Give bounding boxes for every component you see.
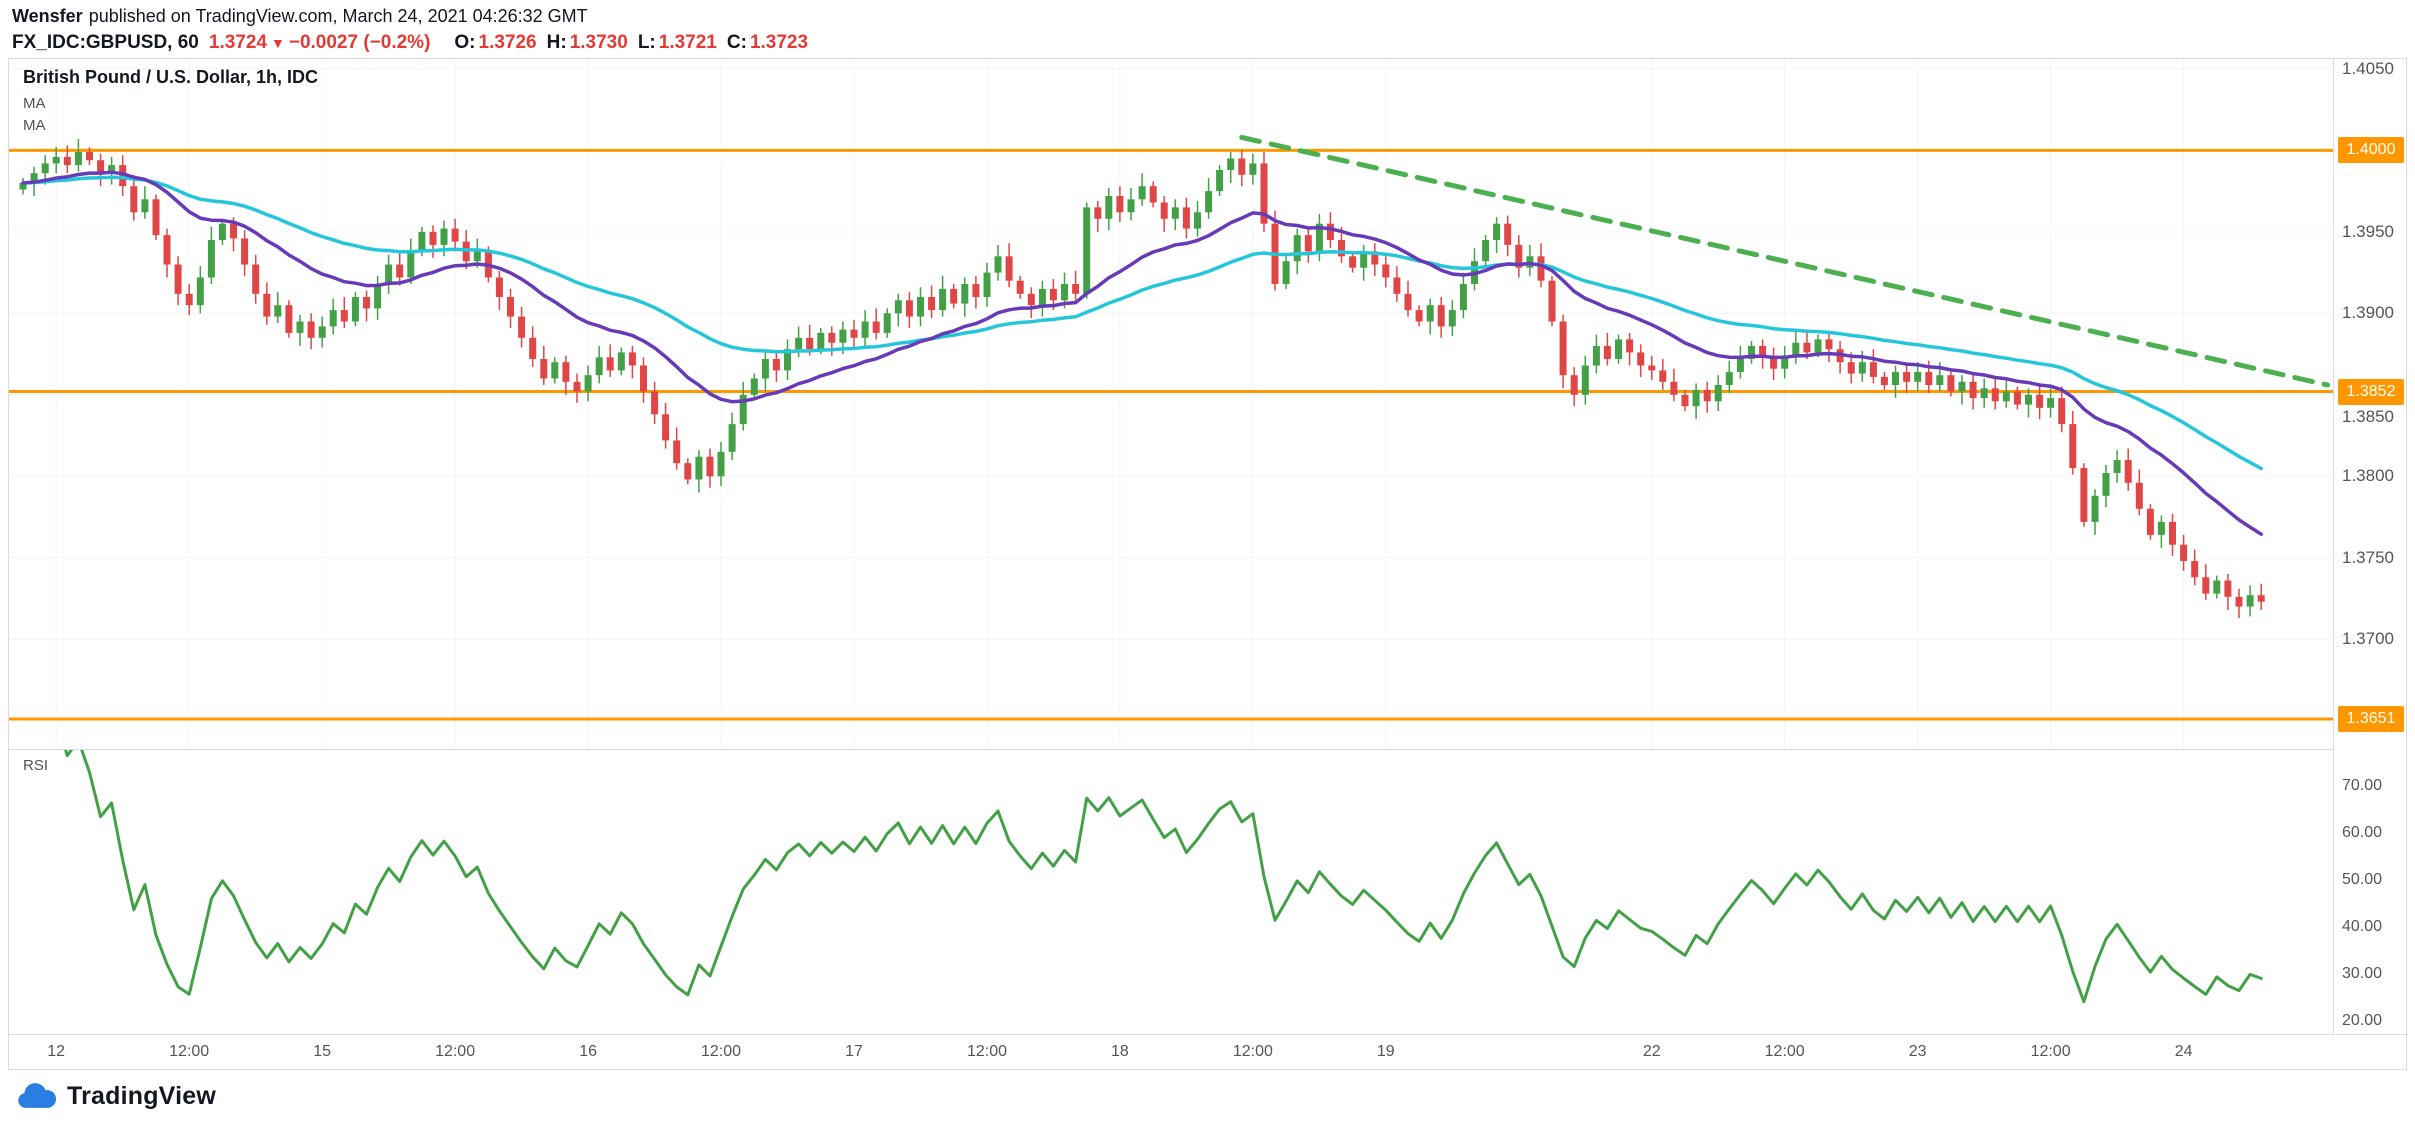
open-label: O: <box>454 32 476 53</box>
time-axis-label: 22 <box>1642 1043 1661 1060</box>
time-axis[interactable]: 12 12:00 15 12:00 16 12:00 17 12:00 18 12:00 19 22 1… <box>9 1034 2333 1071</box>
high-value: 1.3730 <box>569 32 628 53</box>
time-axis-label: 12:00 <box>1764 1043 1805 1060</box>
rsi-axis-label: 70.00 <box>2342 777 2383 795</box>
price-axis-label: 1.3700 <box>2342 629 2394 649</box>
close-value: 1.3723 <box>749 32 809 53</box>
rsi-indicator-label: RSI <box>23 757 49 774</box>
price-axis-label: 1.3950 <box>2342 221 2394 241</box>
close-label: C: <box>726 32 747 53</box>
time-axis-label: 18 <box>1110 1043 1129 1060</box>
price-axis-label: 1.3800 <box>2342 466 2394 486</box>
price-axis-label: 1.4050 <box>2342 58 2394 78</box>
rsi-axis-label: 50.00 <box>2342 871 2383 888</box>
time-axis-label: 12 <box>47 1043 66 1060</box>
time-axis-label: 12:00 <box>966 1043 1008 1060</box>
price-axis-label: 1.3850 <box>2342 406 2394 426</box>
high-label: H: <box>546 32 567 53</box>
time-axis-label: 12:00 <box>169 1043 210 1060</box>
time-axis-label: 12:00 <box>2030 1043 2071 1060</box>
price-axis-label: 1.3900 <box>2342 303 2394 323</box>
low-label: L: <box>637 32 656 53</box>
time-axis-label: 12:00 <box>1232 1043 1273 1060</box>
time-axis-label: 24 <box>2174 1043 2193 1060</box>
rsi-axis-label: 30.00 <box>2342 964 2383 982</box>
publish-info-line: Wensfer published on TradingView.com, Mar… <box>12 6 808 27</box>
author-name: Wensfer <box>12 6 83 26</box>
symbol-info-bar: FX_IDC:GBPUSD, 60 1.3724 ▼ −0.0027 (−0.2… <box>12 32 808 54</box>
price-axis[interactable]: 1.4050 1.4000 1.3950 1.3900 1.3852 1.3850 1.38… <box>2333 59 2408 1034</box>
ma-indicator-label-1: MA <box>23 95 46 112</box>
chart-area: British Pound / U.S. Dollar, 1h, IDC MA … <box>8 58 2408 1071</box>
main-chart-canvas[interactable] <box>9 59 2333 749</box>
price-level-label: 1.3651 <box>2338 706 2404 732</box>
tradingview-logo[interactable]: TradingView <box>14 1082 216 1111</box>
open-value: 1.3726 <box>478 32 537 53</box>
publish-text: published on TradingView.com, March 24, … <box>88 6 588 26</box>
time-axis-label: 19 <box>1376 1043 1395 1060</box>
rsi-axis-label: 40.00 <box>2342 917 2383 935</box>
price-level-label: 1.4000 <box>2338 137 2404 164</box>
last-price: 1.3724 <box>208 32 267 53</box>
tradingview-logo-text: TradingView <box>67 1082 217 1110</box>
time-axis-label: 16 <box>579 1043 597 1060</box>
down-arrow-icon: ▼ <box>271 35 285 51</box>
chart-title: British Pound / U.S. Dollar, 1h, IDC <box>23 67 319 87</box>
tradingview-cloud-icon <box>18 1083 57 1108</box>
publish-header: Wensfer published on TradingView.com, Mar… <box>12 6 808 54</box>
time-axis-label: 12:00 <box>435 1043 476 1060</box>
ma-indicator-label-2: MA <box>23 117 46 134</box>
rsi-axis-label: 20.00 <box>2342 1011 2383 1029</box>
rsi-axis-label: 60.00 <box>2342 824 2383 841</box>
low-value: 1.3721 <box>658 32 717 53</box>
footer-bar: TradingView <box>0 1070 2415 1128</box>
pane-separator <box>9 749 2333 750</box>
price-level-label: 1.3852 <box>2338 378 2404 405</box>
time-axis-label: 17 <box>845 1043 863 1060</box>
rsi-canvas[interactable] <box>9 749 2333 1034</box>
symbol-name: FX_IDC:GBPUSD, 60 <box>12 32 199 53</box>
time-axis-label: 23 <box>1908 1043 1927 1060</box>
price-axis-label: 1.3750 <box>2342 547 2394 567</box>
time-axis-label: 12:00 <box>700 1043 742 1060</box>
time-axis-separator <box>9 1034 2408 1035</box>
time-axis-label: 15 <box>313 1043 332 1060</box>
price-change: −0.0027 (−0.2%) <box>288 32 431 53</box>
